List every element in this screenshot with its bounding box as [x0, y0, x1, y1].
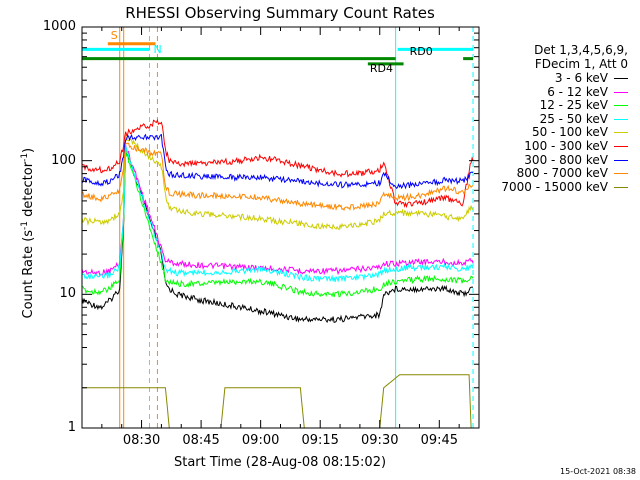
legend-header-line2: FDecim 1, Att 0 [534, 57, 628, 71]
y-tick-label-1: 10 [59, 286, 76, 302]
marker-label-4: RD4 [369, 61, 393, 75]
axes [81, 26, 480, 429]
legend-swatch [614, 186, 628, 188]
legend-label: 50 - 100 keV [531, 125, 608, 140]
x-tick-label-4: 09:30 [361, 433, 399, 448]
series-line-8 [82, 374, 473, 429]
x-tick-label-0: 08:30 [122, 433, 161, 448]
series-lines [81, 118, 474, 429]
marker-label-0: S [110, 28, 118, 42]
legend-label: 3 - 6 keV [554, 71, 608, 85]
y-tick-label-2: 100 [51, 152, 76, 168]
marker-label-2: RD0 [409, 45, 433, 59]
chart-title: RHESSI Observing Summary Count Rates [125, 4, 435, 22]
plot-frame [81, 26, 480, 429]
x-tick-label-5: 09:45 [420, 433, 459, 448]
legend-swatch [614, 159, 628, 161]
legend-swatch [614, 78, 628, 79]
legend-header-line1: Det 1,3,4,5,6,9, [534, 43, 628, 57]
legend-swatch [614, 146, 628, 147]
legend-item-1: 6 - 12 keV [547, 86, 628, 98]
legend-label: 800 - 7000 keV [516, 166, 608, 181]
legend-item-6: 300 - 800 keV [524, 154, 628, 166]
legend-swatch [614, 173, 628, 175]
legend-item-5: 100 - 300 keV [524, 140, 628, 152]
legend-swatch [614, 132, 628, 134]
legend-item-8: 7000 - 15000 keV [501, 181, 628, 193]
series-line-4 [81, 135, 474, 231]
series-line-7 [81, 142, 474, 212]
legend-label: 300 - 800 keV [524, 152, 608, 167]
state-bars [82, 42, 474, 66]
y-tick-label-0: 1 [67, 420, 76, 435]
legend-label: 100 - 300 keV [524, 139, 608, 153]
legend-swatch [614, 118, 628, 120]
footer-timestamp: 15-Oct-2021 08:38 [560, 467, 636, 476]
legend-swatch [614, 105, 628, 107]
x-tick-label-3: 09:15 [301, 433, 339, 448]
y-tick-label-3: 1000 [42, 19, 76, 34]
legend-item-0: 3 - 6 keV [555, 72, 628, 84]
event-markers [81, 27, 474, 428]
legend-item-7: 800 - 7000 keV [517, 167, 628, 179]
legend-label: 25 - 50 keV [539, 111, 608, 126]
marker-label-1: N [153, 43, 162, 57]
legend-item-3: 25 - 50 keV [540, 113, 628, 125]
legend-label: 7000 - 15000 keV [501, 179, 608, 194]
legend-swatch [614, 91, 628, 93]
x-axis-label: Start Time (28-Aug-08 08:15:02) [173, 455, 387, 470]
legend-label: 6 - 12 keV [547, 84, 608, 99]
x-tick-label-1: 08:45 [182, 433, 220, 448]
x-tick-label-2: 09:00 [241, 433, 280, 448]
series-line-1 [81, 145, 474, 278]
legend-item-4: 50 - 100 keV [532, 126, 628, 138]
legend-item-2: 12 - 25 keV [540, 99, 628, 111]
legend-label: 12 - 25 keV [539, 98, 608, 113]
series-line-3 [81, 145, 474, 283]
series-line-6 [81, 133, 474, 190]
series-line-2 [81, 149, 474, 298]
series-line-5 [81, 118, 474, 209]
